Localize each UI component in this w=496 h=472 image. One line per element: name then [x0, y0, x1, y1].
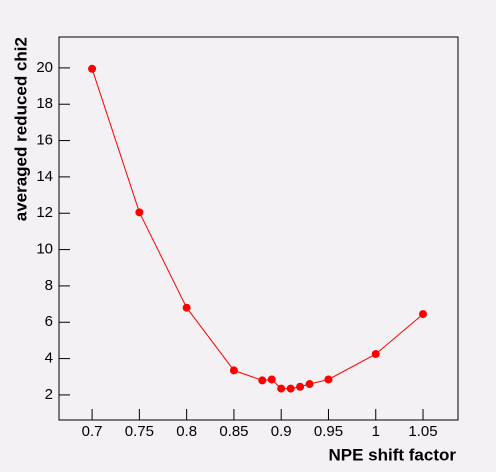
y-tick-label: 16	[36, 132, 53, 149]
x-tick-label: 0.7	[82, 423, 103, 440]
y-tick-label: 2	[45, 386, 53, 403]
x-tick-label: 1.05	[408, 423, 437, 440]
data-point	[419, 310, 428, 319]
plot-frame	[58, 36, 459, 421]
data-point	[88, 64, 97, 73]
data-point	[296, 382, 305, 391]
y-tick-label: 14	[36, 168, 53, 185]
data-point	[229, 366, 238, 375]
y-tick-label: 18	[36, 95, 53, 112]
data-point	[371, 350, 380, 359]
y-tick-label: 12	[36, 204, 53, 221]
x-tick-label: 0.9	[271, 423, 292, 440]
y-tick-label: 10	[36, 241, 53, 258]
x-tick-label: 0.8	[176, 423, 197, 440]
data-point	[267, 375, 276, 384]
y-tick-label: 6	[45, 313, 53, 330]
data-point	[324, 375, 333, 384]
y-tick-label: 20	[36, 59, 53, 76]
data-point	[135, 208, 144, 217]
data-point	[277, 384, 286, 393]
x-tick-label: 1	[372, 423, 380, 440]
y-axis-title: averaged reduced chi2	[11, 37, 30, 221]
data-point	[286, 384, 295, 393]
series-line	[91, 68, 424, 390]
x-axis-title: NPE shift factor	[328, 445, 456, 464]
data-point	[258, 376, 267, 385]
x-tick-label: 0.85	[219, 423, 248, 440]
x-tick-label: 0.95	[314, 423, 343, 440]
data-point	[305, 380, 314, 389]
y-tick-label: 8	[45, 277, 53, 294]
y-tick-label: 4	[45, 350, 53, 367]
x-tick-label: 0.75	[125, 423, 154, 440]
data-point	[182, 303, 191, 312]
